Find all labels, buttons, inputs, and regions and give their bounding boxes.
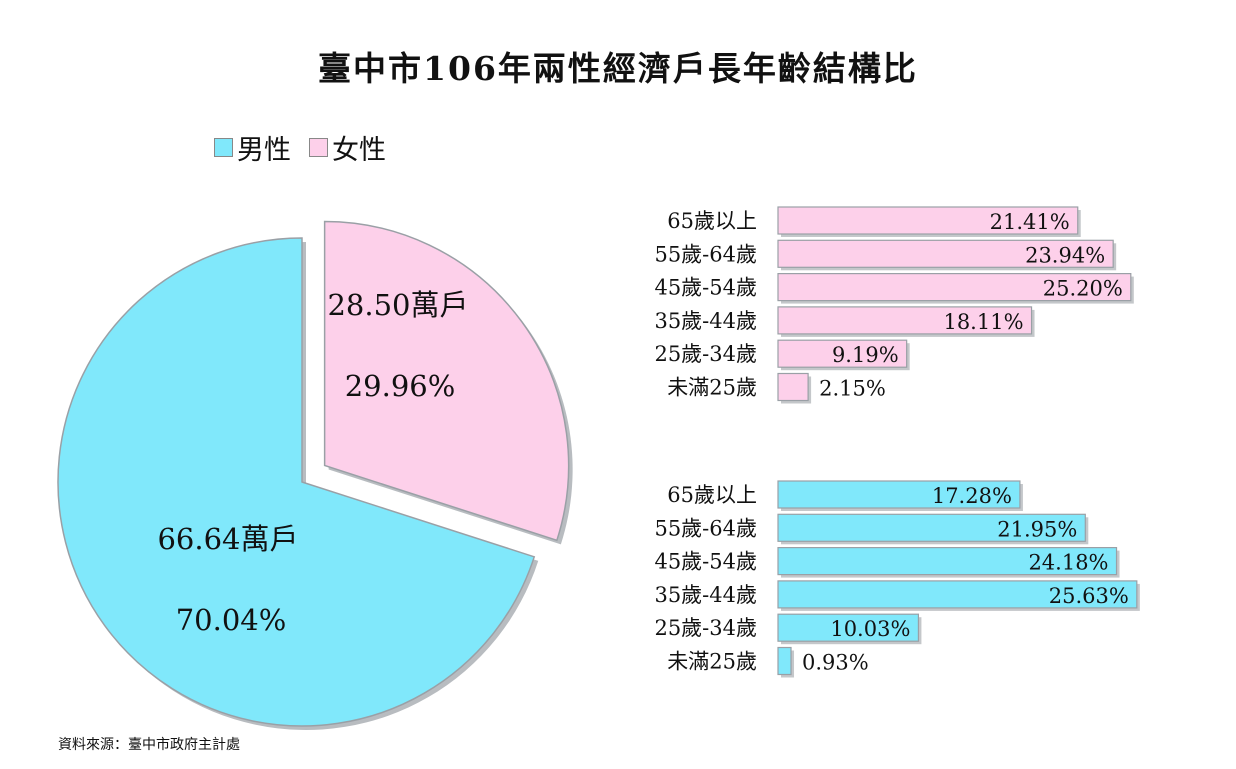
male-bar-1 [777,513,1086,542]
pie-label-female-households: 28.50萬戶 [327,288,468,322]
legend-item-male: 男性 [214,128,291,167]
male-bar-2 [777,546,1118,576]
male-category-4: 25歲-34歲 [654,616,757,640]
male-value-0: 17.28% [932,484,1012,508]
female-category-5: 未滿25歲 [667,376,757,400]
male-value-1: 21.95% [997,517,1077,541]
female-bar-4 [777,339,908,368]
female-value-1: 23.94% [1025,243,1105,267]
female-value-2: 25.20% [1043,277,1123,301]
male-bar-4 [777,613,920,642]
male-category-5: 未滿25歲 [667,650,757,674]
pie-slice-male [57,237,536,727]
legend-label-female: 女性 [332,135,386,166]
legend-label-male: 男性 [237,135,291,166]
male-value-2: 24.18% [1028,551,1108,575]
male-value-4: 10.03% [830,617,910,641]
female-value-0: 21.41% [990,210,1070,234]
legend-swatch-female [309,138,328,157]
pie-label-male-households: 66.64萬戶 [157,522,298,556]
female-value-4: 9.19% [832,343,899,367]
legend: 男性 女性 [214,128,396,167]
female-bar-2 [777,273,1132,302]
female-bar-3 [777,306,1033,335]
female-category-3: 35歲-44歲 [654,309,757,333]
male-category-0: 65歲以上 [667,483,757,507]
female-bar-5 [777,372,809,402]
female-value-3: 18.11% [943,310,1023,334]
male-value-5: 0.93% [802,651,869,675]
female-value-5: 2.15% [819,377,886,401]
legend-swatch-male [214,138,233,157]
male-category-3: 35歲-44歲 [654,583,757,607]
legend-item-female: 女性 [309,128,386,167]
male-category-1: 55歲-64歲 [654,516,757,540]
male-bar-0 [777,480,1021,509]
male-value-3: 25.63% [1049,584,1129,608]
pie-slice-female [323,220,570,542]
female-bar-1 [777,239,1114,268]
male-bar-5 [777,646,792,676]
female-category-1: 55歲-64歲 [654,242,757,266]
pie-label-female-percent: 29.96% [345,369,456,403]
male-bar-3 [777,580,1138,609]
male-category-2: 45歲-54歲 [654,550,757,574]
pie-label-male-percent: 70.04% [176,603,287,637]
female-category-2: 45歲-54歲 [654,276,757,300]
female-category-0: 65歲以上 [667,209,757,233]
chart-title: 臺中市106年兩性經濟戶長年齡結構比 [318,49,918,88]
female-bar-0 [777,206,1079,235]
female-category-4: 25歲-34歲 [654,342,757,366]
source-note: 資料來源：臺中市政府主計處 [58,737,240,753]
